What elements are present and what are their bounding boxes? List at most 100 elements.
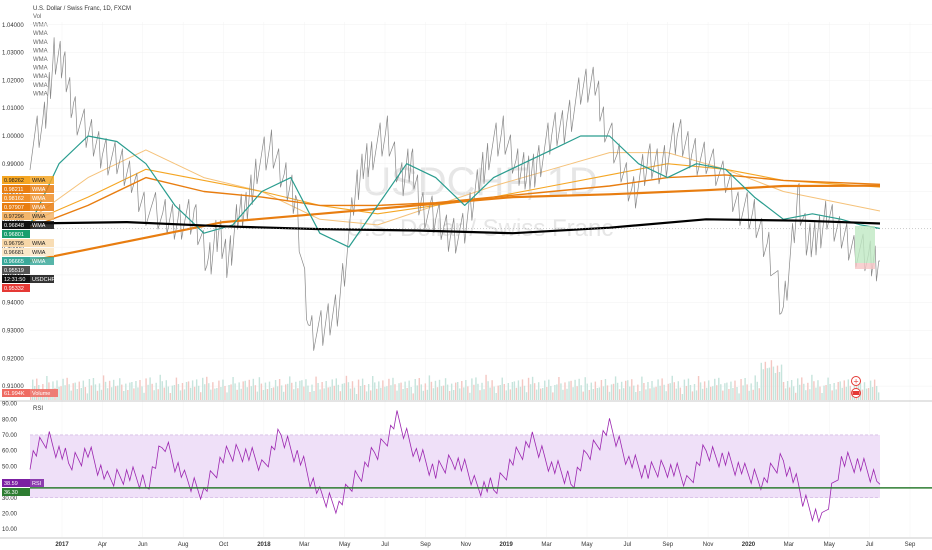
price-tag: 0.97907 WMA <box>2 203 54 211</box>
rsi-series <box>29 410 932 524</box>
volume-bar <box>440 386 443 400</box>
volume-bar <box>282 391 285 400</box>
volume-bar <box>432 388 435 400</box>
volume-bar <box>475 377 477 400</box>
volume-tag: 61.994K Volume <box>2 389 58 397</box>
volume-bar <box>780 364 783 400</box>
price-tag: 0.98211 WMA <box>2 185 54 193</box>
price-tag-value: 0.97907 <box>4 205 24 211</box>
volume-bar <box>697 376 700 400</box>
volume-bar <box>849 385 852 400</box>
volume-bar <box>189 387 192 400</box>
volume-bar <box>517 380 520 400</box>
volume-bar <box>774 373 777 400</box>
volume-bar <box>234 383 236 400</box>
volume-bar <box>616 382 619 400</box>
volume-bar <box>333 385 335 400</box>
time-tick-label: 2019 <box>500 542 514 548</box>
volume-bar <box>710 386 712 400</box>
price-tag-value: 0.96681 <box>4 250 24 256</box>
volume-bar <box>171 385 174 400</box>
volume-bar <box>455 382 457 400</box>
volume-bar <box>699 382 702 400</box>
rsi-tag-suffix-bg <box>30 479 44 487</box>
price-tag-bg <box>2 257 30 265</box>
volume-bar <box>606 385 609 400</box>
volume-bar <box>127 390 129 400</box>
rsi-tick-label: 20.00 <box>2 511 18 517</box>
volume-bar <box>643 383 645 400</box>
volume-bar <box>809 389 811 400</box>
volume-bar <box>764 361 767 400</box>
price-tag: 0.98162 WMA <box>2 194 54 202</box>
volume-bar <box>422 390 425 400</box>
time-tick-label: 2018 <box>257 542 271 548</box>
volume-bar <box>179 390 182 400</box>
volume-bar <box>200 392 202 400</box>
volume-bar <box>112 379 115 400</box>
volume-bar <box>173 385 176 400</box>
event-marker-icon[interactable] <box>851 376 861 386</box>
volume-bar <box>618 389 621 400</box>
volume-bar <box>444 378 447 400</box>
volume-bar <box>521 379 524 400</box>
volume-bar <box>374 382 376 400</box>
volume-bar <box>92 378 95 400</box>
volume-bar <box>673 382 675 400</box>
volume-bar <box>175 377 178 400</box>
volume-bar <box>62 378 64 400</box>
volume-bar <box>732 388 734 400</box>
volume-bar <box>353 387 356 400</box>
volume-bar <box>542 388 544 400</box>
volume-bar <box>232 377 234 400</box>
volume-bar <box>307 385 309 400</box>
time-tick-label: 2020 <box>742 542 756 548</box>
volume-bar <box>669 383 671 400</box>
price-tag-suffix: WMA <box>32 187 46 193</box>
volume-bar <box>76 389 78 400</box>
volume-bar <box>823 385 825 400</box>
volume-bar <box>537 382 540 400</box>
volume-bar <box>750 383 752 400</box>
volume-bar <box>675 388 677 400</box>
volume-bar <box>705 387 708 400</box>
volume-bar <box>177 384 180 400</box>
volume-bar <box>592 389 595 400</box>
volume-bar <box>305 379 307 400</box>
volume-bar <box>266 389 269 400</box>
volume-bar <box>337 384 340 400</box>
long-position-profit-zone[interactable] <box>855 226 875 263</box>
volume-bar <box>531 376 534 400</box>
volume-bar <box>645 389 647 400</box>
volume-bar <box>289 376 291 400</box>
volume-bar <box>430 381 433 400</box>
volume-bar <box>612 383 615 400</box>
volume-bar <box>762 369 765 400</box>
volume-bar <box>523 385 526 400</box>
volume-bar <box>685 386 688 400</box>
volume-bar <box>786 381 789 400</box>
volume-bar <box>420 384 422 400</box>
volume-bar <box>509 389 512 400</box>
volume-bar <box>625 380 627 400</box>
volume-bar <box>574 379 576 400</box>
volume-bar <box>133 388 135 400</box>
volume-bar <box>74 382 76 400</box>
price-tick-label: 0.97000 <box>2 217 24 223</box>
volume-bar <box>529 384 532 400</box>
indicator-label: WMA <box>33 31 48 37</box>
volume-bar <box>635 392 637 400</box>
volume-bar <box>299 380 301 400</box>
time-axis: 2017 Apr Jun Aug Oct 2018 Mar May Jul Sep Nov 2019 M… <box>55 542 916 548</box>
long-position-loss-zone[interactable] <box>855 263 875 269</box>
rsi-tick-label: 60.00 <box>2 449 18 455</box>
volume-bar <box>323 388 325 400</box>
volume-bar <box>513 381 516 400</box>
volume-bar <box>683 379 686 400</box>
time-tick-label: Nov <box>460 542 471 548</box>
volume-bar <box>309 392 311 400</box>
price-tick-label: 0.92000 <box>2 356 24 362</box>
volume-bar <box>584 377 586 400</box>
volume-bar <box>776 365 779 400</box>
